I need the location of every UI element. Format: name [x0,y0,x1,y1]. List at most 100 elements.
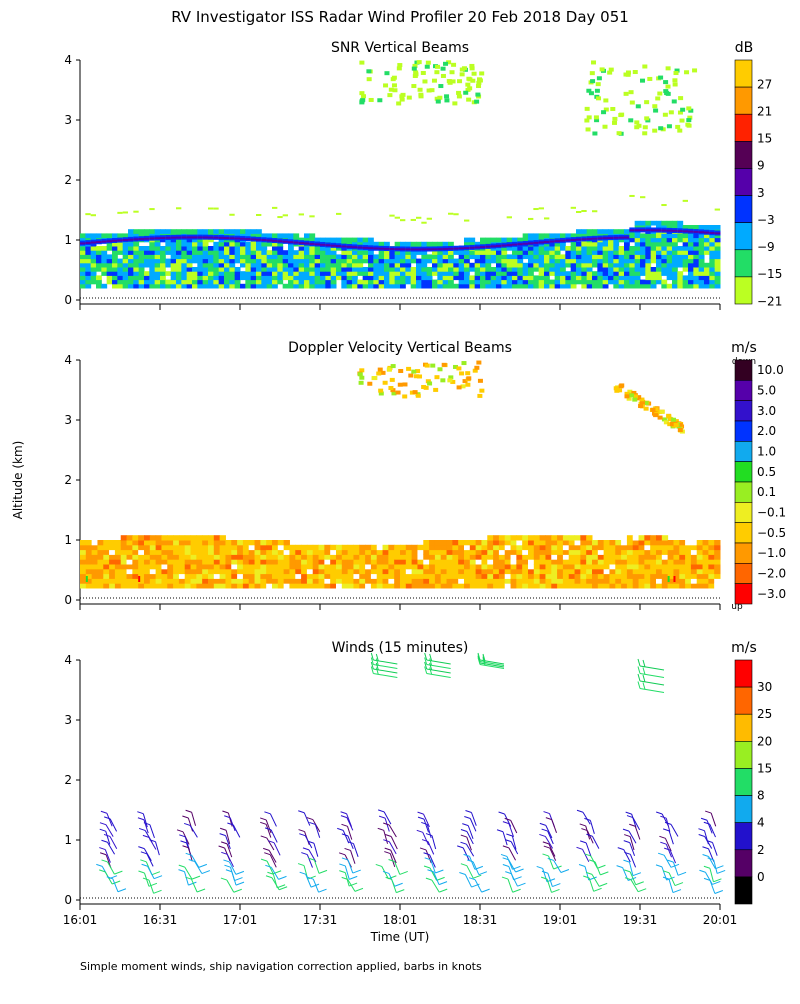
doppler-cell [336,559,343,565]
snr-cell [560,271,566,276]
snr-cell [362,283,369,289]
doppler-cell [219,578,226,584]
doppler-cell [562,549,570,555]
wind-barb-flag [264,852,271,856]
doppler-cell [405,578,413,584]
snr-speckle [213,207,219,210]
doppler-cell [708,549,715,555]
snr-peak-core [304,242,310,245]
doppler-cell [609,554,616,560]
doppler-cell [196,544,203,551]
colorbar-segment [734,249,753,278]
snr-cell [677,246,684,251]
snr-cloud-cell [603,98,609,103]
snr-cell [629,258,636,264]
snr-cell [672,267,678,272]
wind-barb-shaft [391,879,397,893]
snr-peak-core [128,238,134,241]
snr-cell [677,275,684,281]
snr-cell [133,233,140,239]
snr-cell [298,283,305,289]
doppler-cell [638,564,645,570]
wind-barb-flag [616,865,623,869]
snr-cell [576,241,582,247]
snr-cell [368,283,374,289]
doppler-cell [592,578,599,584]
wind-barb-flag [180,840,187,844]
doppler-cell [615,583,622,589]
snr-cell [704,250,710,255]
doppler-cell [295,544,302,551]
doppler-cell [580,559,587,565]
snr-cell [629,279,636,285]
snr-cloud-cell [411,66,417,71]
snr-cell [570,262,577,268]
wind-barb-flag [140,859,147,863]
doppler-cell [306,578,314,584]
snr-cell [698,241,705,247]
wind-barb-flag [424,857,431,861]
doppler-cell [458,540,465,546]
snr-cell [304,267,310,272]
snr-cell [261,271,268,276]
wind-barb-flag [341,823,348,827]
doppler-cell [551,559,558,565]
snr-speckle [149,208,155,211]
doppler-cell [341,554,349,560]
snr-cell [528,254,534,260]
doppler-cell [644,554,651,560]
snr-cell [570,254,577,260]
wind-barb-flag [626,815,634,819]
wind-barb-flag [667,859,674,863]
wind-barb-shaft [190,878,198,893]
snr-speckle [122,211,128,214]
doppler-cell [446,583,453,589]
wind-barb-flag [267,840,275,844]
doppler-cell [475,583,482,589]
snr-cell [208,275,214,281]
doppler-cell [609,578,616,584]
wind-barb-shaft [547,873,553,887]
snr-cloud-cell [469,63,475,68]
snr-cell [245,283,252,289]
snr-cell [597,279,604,285]
snr-cell [666,225,673,230]
snr-cell [650,271,657,276]
snr-cell [357,241,364,247]
colorbar-label: 0.5 [757,465,776,479]
doppler-cell [434,578,442,584]
snr-peak-core [272,239,278,242]
doppler-speckle [85,576,88,582]
snr-cell [693,283,700,289]
snr-cell [709,241,716,247]
snr-cell [192,283,198,289]
doppler-cell [557,540,564,546]
doppler-cell [103,559,110,565]
wind-barb-flag [642,682,646,690]
wind-barb-flag [388,858,395,862]
doppler-cell [173,540,180,546]
doppler-cell [190,554,197,560]
snr-cell [250,275,257,281]
snr-cell [661,279,668,285]
doppler-cell [167,535,174,541]
snr-cell [624,229,630,234]
doppler-cell [277,544,285,551]
snr-cell [293,262,300,268]
snr-cell [378,283,385,289]
colorbar-label: 8 [757,789,765,803]
snr-cell [122,258,129,264]
snr-cell [416,271,422,276]
doppler-cell [446,568,453,575]
snr-cell [634,241,641,247]
doppler-cloud-cell [377,367,383,372]
doppler-cell [411,559,418,565]
snr-cell [325,246,332,251]
snr-cell [592,233,598,239]
snr-cell [293,283,300,289]
wind-barb-flag [624,869,631,873]
colorbar-segment [734,686,753,715]
snr-cell [608,254,614,260]
doppler-cell [120,544,128,551]
wind-barb-shaft [585,825,591,840]
